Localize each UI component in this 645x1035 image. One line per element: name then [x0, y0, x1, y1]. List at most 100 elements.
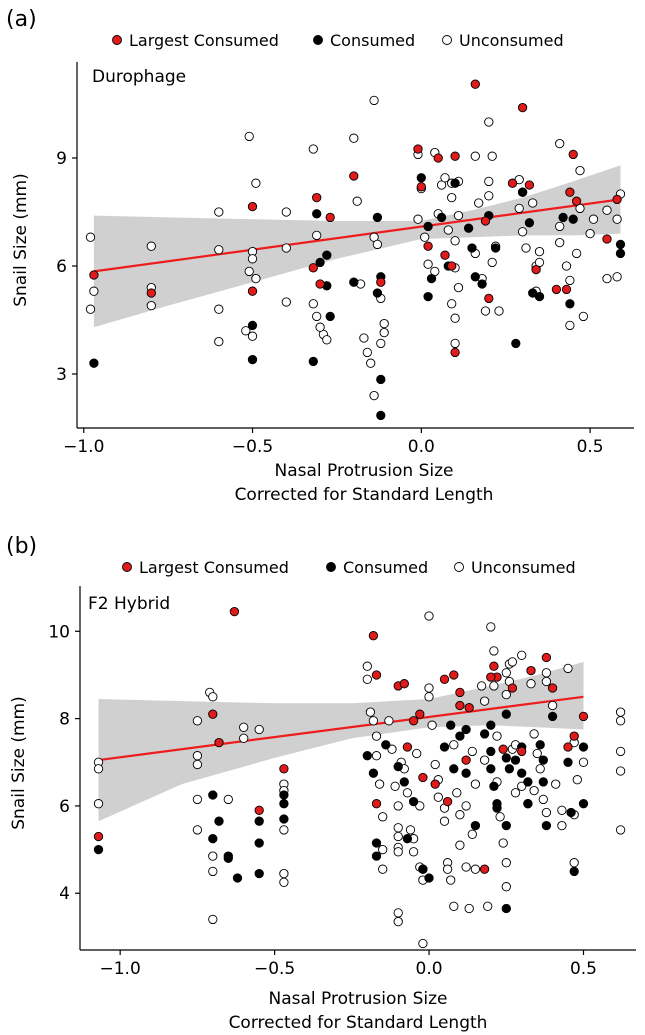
panel-b-series-largest-consumed — [93, 606, 589, 874]
data-point — [322, 335, 332, 345]
data-point — [279, 868, 289, 879]
data-point — [557, 820, 567, 831]
data-point — [408, 847, 419, 857]
data-point — [461, 801, 471, 811]
data-point — [440, 250, 450, 260]
data-point — [483, 901, 493, 911]
panel-b-title: F2 Hybrid — [88, 594, 170, 614]
data-point — [529, 785, 539, 796]
data-point — [615, 707, 626, 717]
data-point — [192, 794, 203, 805]
data-point — [214, 336, 224, 347]
panel-a-y-axis-title: Snail Size (mm) — [11, 173, 31, 307]
data-point — [501, 903, 511, 914]
panel-b-legend-label: Consumed — [343, 558, 428, 577]
data-point — [486, 720, 496, 730]
data-point — [399, 777, 409, 787]
panel-b-legend-marker — [122, 562, 132, 572]
data-point — [374, 779, 385, 789]
data-point — [214, 816, 224, 826]
data-point — [378, 864, 388, 874]
data-point — [558, 212, 568, 223]
data-point — [450, 151, 460, 161]
data-point — [446, 720, 456, 730]
data-point — [578, 742, 589, 752]
panel-a-y-tick-label: 6 — [56, 257, 67, 277]
data-point — [418, 938, 428, 949]
data-point — [489, 681, 499, 691]
data-point — [524, 218, 535, 228]
data-point — [426, 273, 437, 284]
data-point — [372, 239, 383, 250]
data-point — [446, 875, 456, 885]
data-point — [208, 914, 218, 925]
data-point — [467, 829, 477, 839]
data-point — [470, 151, 480, 161]
data-point — [602, 273, 612, 284]
data-point — [551, 284, 562, 295]
data-point — [359, 333, 369, 343]
data-point — [376, 410, 386, 421]
data-point — [430, 759, 440, 770]
panel-a-legend: Largest Consumed Consumed Unconsumed — [112, 31, 564, 50]
data-point — [529, 729, 539, 739]
data-point — [615, 766, 626, 776]
data-point — [547, 711, 558, 722]
data-point — [362, 674, 372, 684]
data-point — [315, 257, 325, 268]
data-point — [517, 102, 528, 113]
data-point — [362, 347, 372, 358]
data-point — [430, 779, 440, 789]
panel-b-x-tick-label: 0.5 — [570, 959, 597, 979]
data-point — [455, 731, 465, 741]
data-point — [565, 320, 575, 331]
data-point — [538, 755, 548, 765]
data-point — [208, 851, 218, 861]
data-point — [541, 807, 552, 818]
panel-b-y-axis-title: Snail Size (mm) — [9, 696, 29, 830]
panel-a-legend-marker — [112, 35, 122, 45]
data-point — [470, 272, 480, 282]
data-point — [487, 257, 497, 268]
data-point — [578, 311, 589, 322]
data-point — [569, 858, 579, 868]
data-point — [557, 805, 567, 815]
data-point — [247, 331, 258, 341]
data-point — [378, 812, 388, 822]
data-point — [449, 764, 459, 774]
data-point — [490, 243, 501, 253]
data-point — [555, 221, 565, 232]
data-point — [547, 683, 558, 693]
data-point — [615, 746, 626, 757]
data-point — [555, 237, 565, 248]
data-point — [551, 779, 561, 789]
data-point — [449, 740, 459, 750]
data-point — [501, 858, 511, 868]
panel-b-series-unconsumed — [93, 611, 626, 949]
data-point — [526, 679, 536, 689]
data-point — [247, 286, 258, 296]
data-point — [420, 232, 430, 242]
data-point — [247, 254, 258, 264]
data-point — [541, 652, 552, 663]
data-point — [352, 196, 362, 206]
data-point — [371, 751, 382, 761]
data-point — [439, 816, 450, 826]
panel-b-legend-label: Unconsumed — [471, 558, 576, 577]
data-point — [453, 282, 464, 293]
data-point — [379, 327, 389, 338]
panel-a-series-largest-consumed — [89, 79, 622, 358]
data-point — [501, 689, 511, 700]
data-point — [214, 207, 224, 217]
data-point — [528, 198, 538, 208]
data-point — [494, 306, 504, 316]
data-point — [402, 742, 413, 752]
data-point — [492, 731, 502, 741]
data-point — [325, 311, 335, 322]
data-point — [501, 668, 511, 678]
data-point — [612, 194, 622, 205]
data-point — [368, 631, 379, 641]
data-point — [507, 178, 518, 188]
data-point — [486, 672, 496, 682]
data-point — [439, 742, 450, 752]
